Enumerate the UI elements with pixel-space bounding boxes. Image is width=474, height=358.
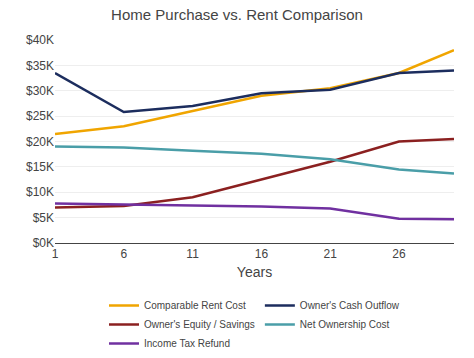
svg-text:Owner's Equity / Savings: Owner's Equity / Savings (144, 319, 255, 330)
svg-text:Income Tax Refund: Income Tax Refund (144, 338, 230, 349)
svg-text:Net Ownership Cost: Net Ownership Cost (300, 319, 390, 330)
svg-text:Comparable Rent Cost: Comparable Rent Cost (144, 300, 246, 311)
svg-text:Owner's Cash Outflow: Owner's Cash Outflow (300, 300, 400, 311)
svg-text:21: 21 (323, 247, 337, 261)
svg-text:$5K: $5K (33, 211, 54, 225)
svg-text:26: 26 (392, 247, 406, 261)
svg-text:16: 16 (255, 247, 269, 261)
svg-text:11: 11 (186, 247, 199, 261)
svg-text:Years: Years (237, 264, 272, 280)
svg-text:6: 6 (120, 247, 127, 261)
svg-text:$20K: $20K (26, 135, 54, 149)
svg-text:$0K: $0K (33, 236, 54, 250)
svg-text:1: 1 (52, 247, 59, 261)
svg-text:$30K: $30K (26, 84, 54, 98)
svg-text:$40K: $40K (26, 33, 54, 47)
svg-text:Home Purchase vs. Rent Compari: Home Purchase vs. Rent Comparison (111, 6, 363, 23)
svg-text:$10K: $10K (26, 185, 54, 199)
svg-text:$35K: $35K (26, 59, 54, 73)
svg-text:$25K: $25K (26, 109, 54, 123)
svg-text:$15K: $15K (26, 160, 54, 174)
